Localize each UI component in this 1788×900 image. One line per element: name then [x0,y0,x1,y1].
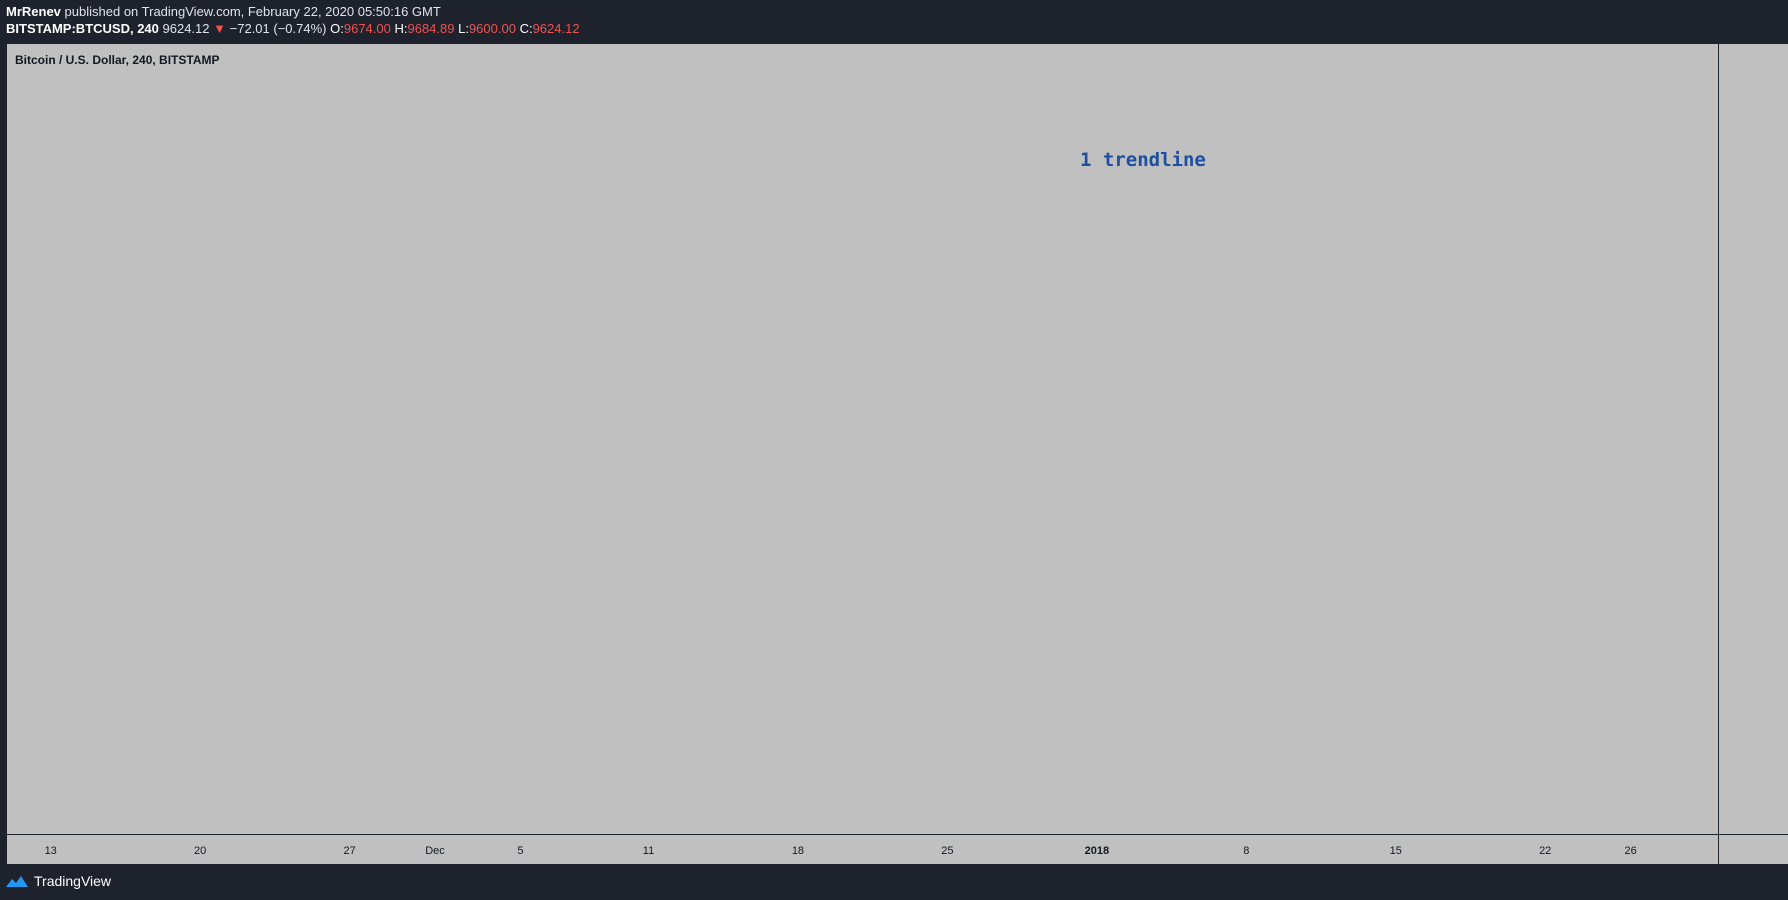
open-value: 9674.00 [343,21,391,36]
x-tick-label: 18 [792,845,804,857]
chart-header: MrRenev published on TradingView.com, Fe… [0,0,1788,44]
x-tick-label: 22 [1539,845,1551,857]
close-label: C: [519,21,533,36]
author-name[interactable]: MrRenev [6,4,61,19]
axis-corner [1719,835,1788,864]
publish-line: MrRenev published on TradingView.com, Fe… [6,4,441,19]
price-axis[interactable] [1719,44,1788,834]
down-arrow-icon: ▼ [213,21,227,36]
x-tick-label: 5 [517,845,523,857]
high-value: 9684.89 [407,21,455,36]
candlestick-chart[interactable]: Bitcoin / U.S. Dollar, 240, BITSTAMP 696… [0,0,1788,865]
low-value: 9600.00 [468,21,516,36]
x-tick-label: 11 [643,845,654,857]
tradingview-logo[interactable]: TradingView [6,873,111,889]
x-tick-label: 27 [343,845,355,857]
low-label: L: [458,21,469,36]
x-tick-label: 2018 [1085,845,1109,857]
x-tick-label: 8 [1243,845,1249,857]
x-tick-label: 26 [1624,845,1636,857]
x-tick-label: 15 [1390,845,1402,857]
close-value: 9624.12 [532,21,580,36]
open-label: O: [330,21,344,36]
time-axis[interactable] [7,835,1718,864]
price-change: −72.01 (−0.74%) [229,21,327,36]
high-label: H: [394,21,408,36]
x-tick-label: 20 [194,845,206,857]
ohlc-line: BITSTAMP:BTCUSD, 240 9624.12 ▼ −72.01 (−… [6,21,580,36]
plot-area[interactable] [7,44,1718,834]
x-tick-label: Dec [425,845,445,857]
annotation-label[interactable]: 1 trendline [1080,149,1206,171]
x-tick-labels: 13 20 27 Dec 5 11 18 25 2018 8 15 22 26 [45,845,1637,857]
chart-title: Bitcoin / U.S. Dollar, 240, BITSTAMP [15,53,219,67]
x-tick-label: 13 [45,845,57,857]
last-price: 9624.12 [162,21,210,36]
logo-text: TradingView [34,873,112,889]
footer: TradingView [0,865,1788,900]
publish-info: published on TradingView.com, February 2… [64,4,441,19]
symbol-label[interactable]: BITSTAMP:BTCUSD, 240 [6,21,159,36]
x-tick-label: 25 [941,845,953,857]
tradingview-logo-icon [6,876,28,887]
